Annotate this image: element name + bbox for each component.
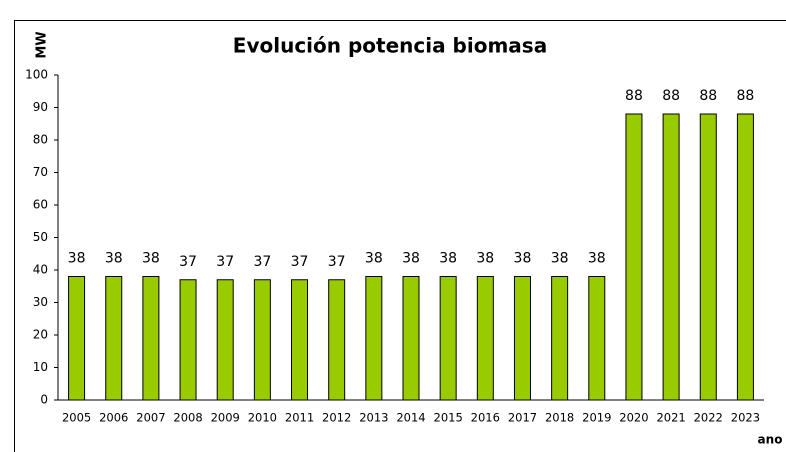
x-tick-label: 2020 [619,411,648,425]
x-tick-label: 2006 [99,411,128,425]
x-tick-label: 2021 [656,411,685,425]
x-tick-label: 2015 [434,411,463,425]
value-label: 37 [253,254,271,270]
bar [551,276,569,401]
value-label: 37 [291,254,309,270]
x-tick-label: 2022 [694,411,723,425]
x-tick-label: 2005 [62,411,91,425]
y-tick-label: 40 [33,263,48,277]
bar [291,279,309,401]
x-tick-label: 2014 [396,411,425,425]
bar [402,276,420,401]
bar [179,279,197,401]
bar [365,276,383,401]
bar [105,276,123,401]
x-tick-label: 2007 [136,411,165,425]
y-tick-label: 20 [33,328,48,342]
value-label: 88 [662,88,680,104]
y-tick-label: 70 [33,165,48,179]
y-tick-label: 90 [33,100,48,114]
x-tick-label: 2011 [285,411,314,425]
value-label: 38 [551,251,569,267]
y-tick-label: 10 [33,360,48,374]
x-tick-label: 2012 [322,411,351,425]
y-tick-label: 100 [25,68,48,82]
bar [588,276,606,401]
bar [625,113,643,401]
y-tick-label: 80 [33,133,48,147]
value-label: 37 [179,254,197,270]
value-label: 38 [105,251,123,267]
bar [253,279,271,401]
bar [736,113,754,401]
x-tick-label: 2008 [173,411,202,425]
bar [216,279,234,401]
value-label: 37 [328,254,346,270]
bar [142,276,160,401]
value-label: 38 [365,251,383,267]
bar [513,276,531,401]
bar [439,276,457,401]
y-tick-label: 60 [33,198,48,212]
value-label: 38 [476,251,494,267]
value-label: 38 [439,251,457,267]
bar [328,279,346,401]
chart-title: Evolución potencia biomasa [233,34,547,58]
y-tick-label: 50 [33,230,48,244]
value-label: 38 [68,251,86,267]
bar [476,276,494,401]
x-tick-label: 2009 [211,411,240,425]
value-label: 37 [216,254,234,270]
value-label: 88 [625,88,643,104]
y-tick-label: 30 [33,295,48,309]
bar [699,113,717,401]
x-tick-label: 2013 [359,411,388,425]
value-label: 38 [142,251,160,267]
value-label: 38 [402,251,420,267]
x-tick-label: 2018 [545,411,574,425]
value-label: 88 [737,88,755,104]
value-label: 38 [588,251,606,267]
y-axis-label: MW [35,31,50,58]
x-axis-label: ano [758,433,783,447]
x-tick-label: 2016 [471,411,500,425]
value-label: 38 [514,251,532,267]
x-tick-label: 2010 [248,411,277,425]
bar [68,276,86,401]
value-label: 88 [699,88,717,104]
x-tick-label: 2019 [582,411,611,425]
x-tick-label: 2017 [508,411,537,425]
y-tick-label: 0 [40,393,48,407]
x-tick-label: 2023 [731,411,760,425]
bar [662,113,680,401]
